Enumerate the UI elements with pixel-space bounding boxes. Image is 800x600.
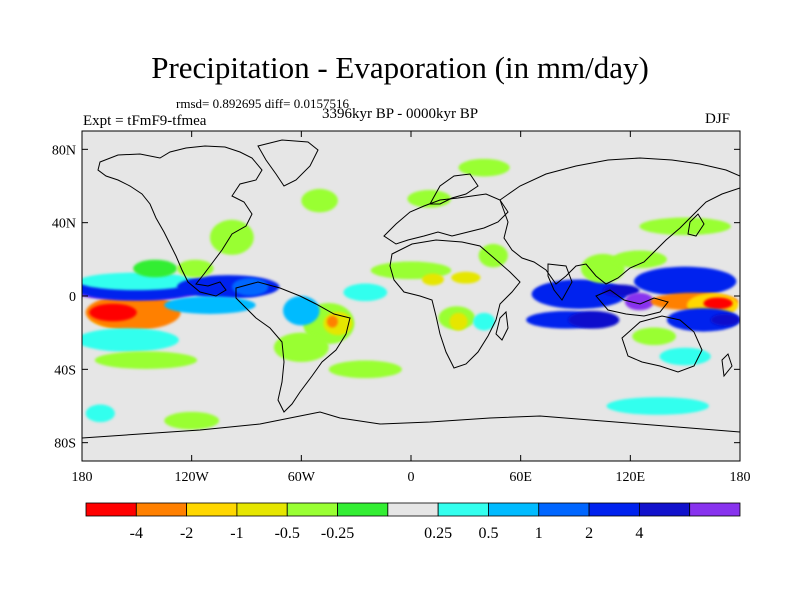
field-region-22 [407,190,452,208]
colorbar-swatch-9 [538,502,590,517]
field-region-16 [273,332,329,363]
colorbar-swatch-12 [689,502,741,517]
x-tick-label-0: 180 [72,470,93,485]
field-region-15 [283,296,320,326]
y-tick-label-0: 80N [52,143,76,158]
field-region-30 [458,158,510,177]
x-tick-label-3: 0 [408,470,415,485]
coastline-europe [383,193,509,245]
field-region-25 [421,273,444,286]
field-region-37 [602,284,640,297]
colorbar-label-1: -2 [180,525,193,542]
colorbar-label-6: 0.5 [478,525,498,542]
y-tick-label-2: 0 [69,290,76,305]
coastline-japan [687,213,705,237]
field-region-9 [133,259,178,278]
field-region-47 [639,217,731,236]
colorbar-swatch-0 [85,502,137,517]
coastline-maritime-continent [595,289,669,317]
field-region-48 [606,397,709,415]
coastline-north-america [97,145,263,297]
field-layer [82,158,740,430]
field-region-8 [231,278,269,296]
field-region-18 [94,351,198,369]
field-region-5 [82,272,196,291]
colorbar-label-2: -1 [230,525,243,542]
field-region-32 [531,279,627,309]
coastline-antarctica [82,411,740,439]
colorbar-swatch-5 [337,502,389,517]
colorbar-label-3: -0.5 [275,525,300,542]
field-region-20 [209,219,254,255]
field-region-39 [633,266,737,297]
coastline-layer [82,139,740,439]
x-tick-label-5: 120E [616,470,646,485]
field-region-14 [326,315,338,328]
colorbar-swatch-7 [437,502,489,517]
x-tick-label-2: 60W [288,470,316,485]
field-region-17 [343,283,388,302]
colorbar-label-0: -4 [130,525,143,542]
x-tick-label-6: 180 [730,470,751,485]
colorbar-label-8: 2 [585,525,593,542]
field-region-42 [703,297,733,310]
field-region-19 [328,360,402,379]
field-region-34 [568,311,620,329]
coastline-new-zealand [721,353,733,378]
colorbar-label-4: -0.25 [321,525,354,542]
field-region-29 [478,243,508,268]
field-region-43 [666,308,740,332]
field-region-6 [82,328,179,352]
coastline-australia [621,315,703,373]
coastline-india [547,263,573,301]
colorbar-label-9: 4 [635,525,643,542]
period-label: 3396kyr BP - 0000kyr BP [322,106,479,122]
coastline-asia [499,157,740,285]
field-region-2 [89,303,137,322]
field-region-36 [612,250,667,269]
field-region-24 [451,271,481,284]
field-region-45 [632,327,677,346]
field-region-49 [85,404,115,423]
coastline-scandinavia [429,173,479,205]
coastline-madagascar [495,310,509,341]
field-region-38 [624,292,655,311]
colorbar-swatch-1 [135,502,188,517]
colorbar-swatch-4 [286,502,338,517]
x-tick-label-1: 120W [175,470,210,485]
field-region-46 [659,347,711,366]
field-region-27 [449,312,468,331]
colorbar-swatch-10 [588,502,640,517]
season-label: DJF [705,111,731,127]
axis-ticks: 180 120W 60W 0 60E 120E 180 80N 40N 0 40S 80S [52,131,751,485]
experiment-label: Expt = tFmF9-tfmea [83,113,207,129]
coastline-africa [389,239,521,369]
colorbar-label-5: 0.25 [424,525,452,542]
coastline-south-america [235,281,351,413]
y-tick-label-4: 80S [54,437,76,452]
x-tick-label-4: 60E [509,470,532,485]
chart-title: Precipitation - Evaporation (in mm/day) [151,50,649,85]
field-region-21 [301,188,338,213]
colorbar-swatch-3 [236,502,288,517]
colorbar-swatch-6 [387,502,439,517]
colorbar-label-7: 1 [535,525,543,542]
stats-text: rmsd= 0.892695 diff= 0.0157516 [176,96,349,111]
colorbar-swatch-11 [638,502,691,517]
field-region-28 [473,312,496,331]
coastline-greenland [257,139,319,187]
colorbar-swatch-2 [186,502,238,517]
field-region-11 [164,296,256,314]
field-region-44 [710,313,740,326]
colorbar-swatch-8 [488,502,540,517]
field-region-50 [164,411,220,430]
y-tick-label-3: 40S [54,363,76,378]
colorbar: -4 -2 -1 -0.5 -0.25 0.25 0.5 1 2 4 [85,502,741,542]
y-tick-label-1: 40N [52,217,76,232]
